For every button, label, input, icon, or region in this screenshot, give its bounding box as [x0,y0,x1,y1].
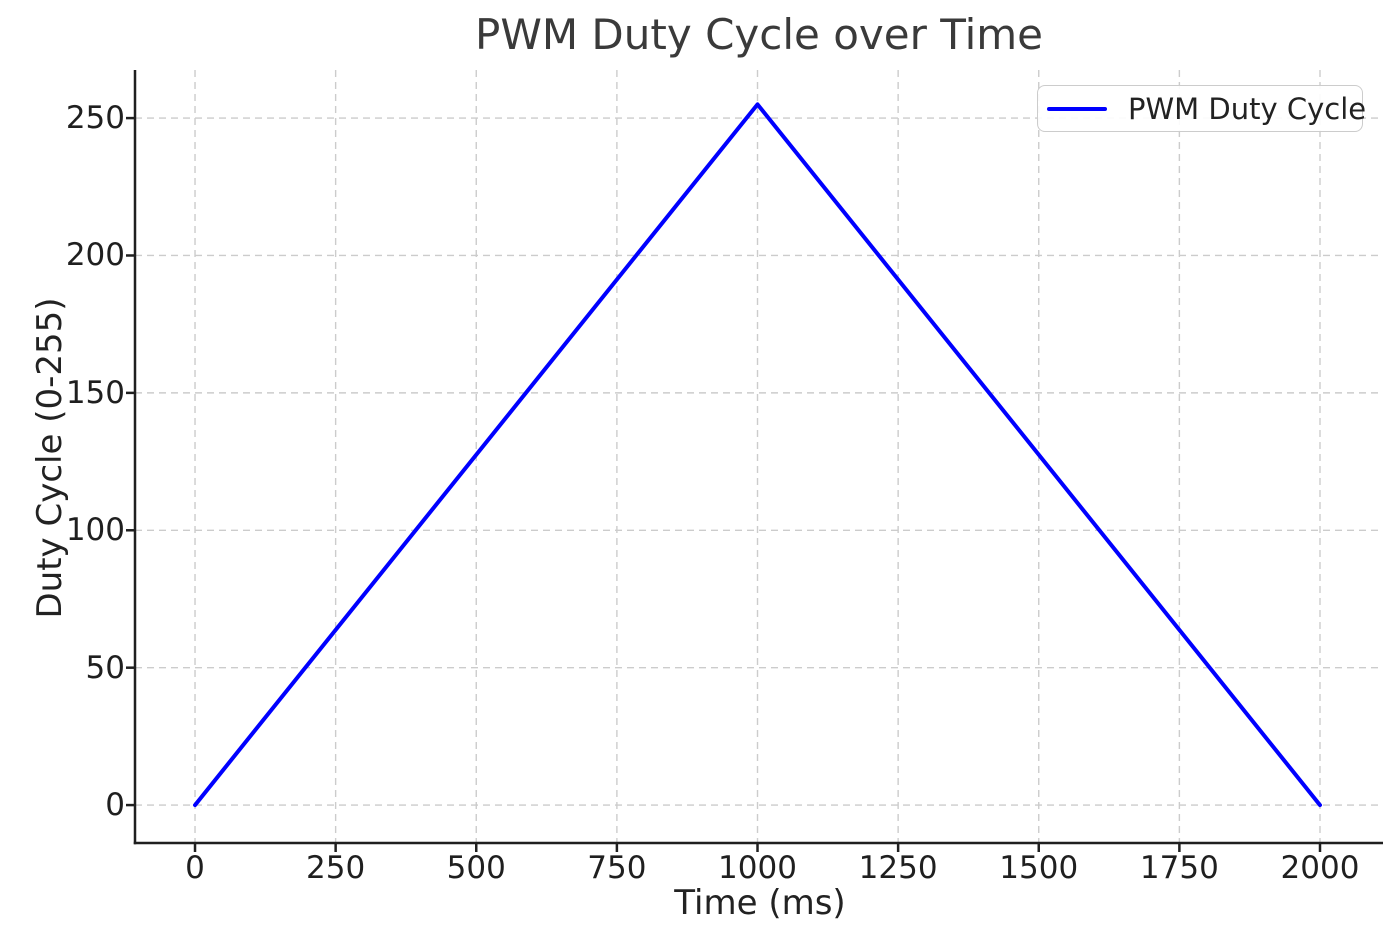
x-tick-label: 1000 [718,850,797,886]
y-tick-label: 150 [65,374,125,411]
x-tick-label: 1500 [999,850,1079,886]
legend-label: PWM Duty Cycle [1128,91,1367,126]
legend: PWM Duty Cycle [1037,85,1367,132]
x-tick-label: 750 [587,850,647,886]
x-tick-label: 2000 [1280,850,1360,886]
y-tick-label: 0 [105,787,125,824]
chart-title: PWM Duty Cycle over Time [474,10,1044,59]
y-tick-label: 50 [85,649,125,686]
series-line [193,102,1323,808]
x-tick-label: 500 [446,850,506,886]
y-axis-label: Duty Cycle (0-255) [30,297,70,619]
y-tick-label: 200 [65,237,125,274]
y-tick-label: 100 [65,512,125,549]
y-tick-label: 250 [65,100,125,137]
x-tick-label: 250 [306,850,366,886]
x-axis-label: Time (ms) [674,883,846,923]
x-tick-label: 1750 [1139,850,1219,886]
x-tick-label: 1250 [858,850,938,886]
x-tick-label: 0 [185,850,205,886]
legend-line-sample [1047,106,1107,111]
